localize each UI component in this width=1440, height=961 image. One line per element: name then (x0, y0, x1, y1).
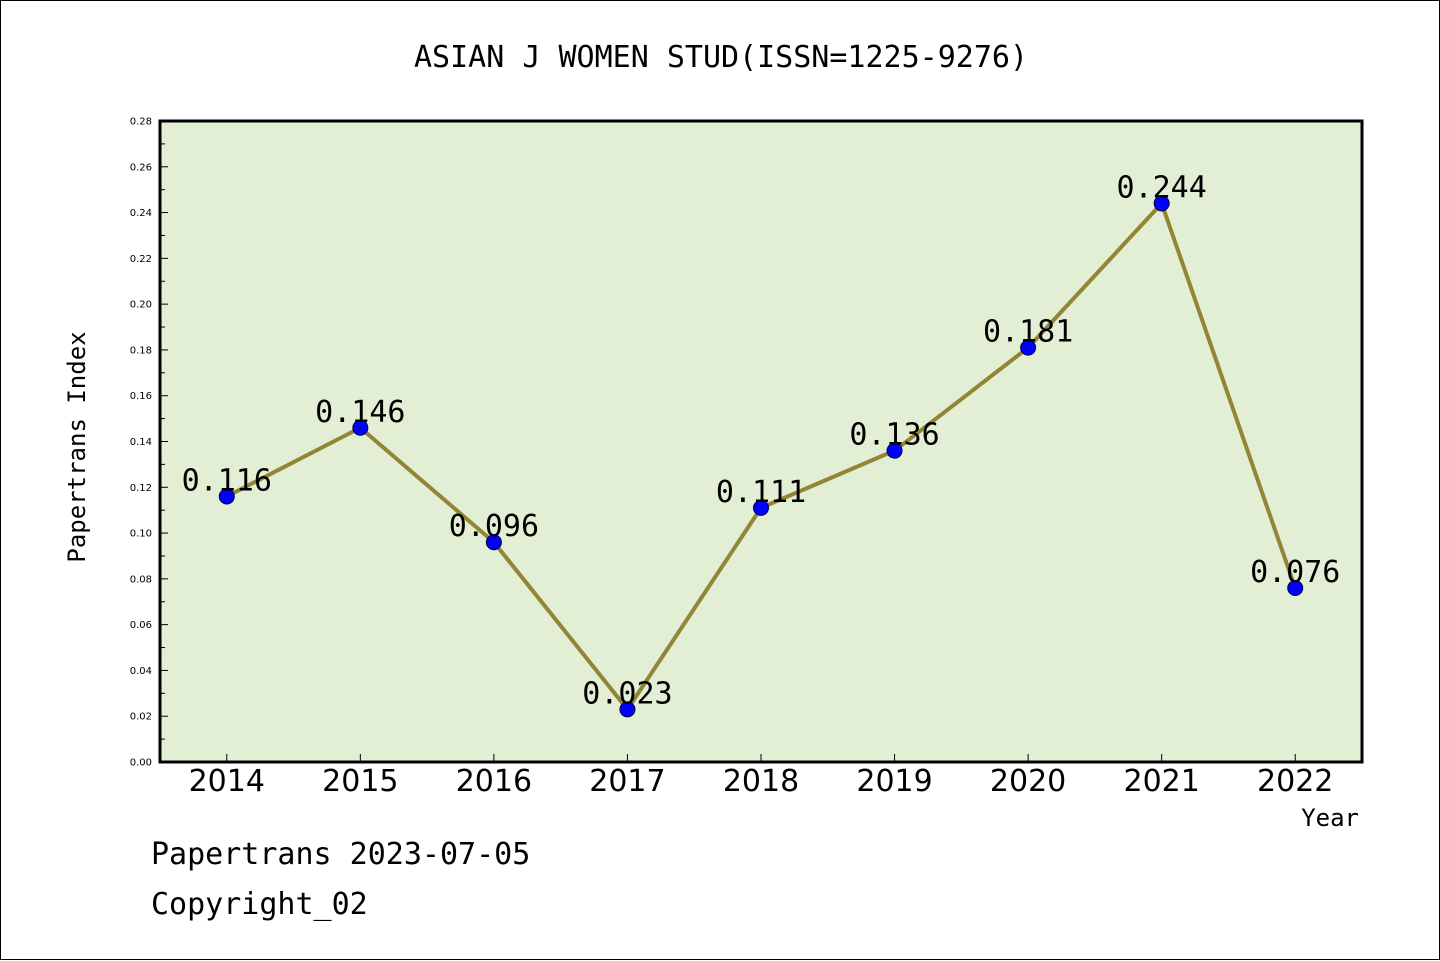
x-tick-label: 2021 (1123, 764, 1199, 799)
y-axis-label: Papertrans Index (63, 331, 91, 562)
x-tick-label: 2018 (723, 764, 799, 799)
x-tick-label: 2020 (990, 764, 1066, 799)
chart-title: ASIAN J WOMEN STUD(ISSN=1225-9276) (414, 40, 1028, 75)
data-point (619, 701, 636, 718)
data-label: 0.111 (716, 475, 806, 510)
x-axis: 2014 2015 2016 2017 2018 2019 2020 2021 2022 (189, 754, 1333, 799)
data-label: 0.076 (1250, 555, 1340, 590)
data-label: 0.146 (315, 395, 405, 430)
x-tick-label: 2015 (322, 764, 398, 799)
y-tick-label: 0.14 (130, 437, 152, 448)
data-point (1153, 195, 1170, 212)
footer-copyright: Copyright_02 (151, 887, 368, 922)
data-point (352, 419, 369, 436)
data-label: 0.116 (182, 463, 272, 498)
y-tick-label: 0.18 (130, 345, 152, 356)
x-tick-label: 2022 (1257, 764, 1333, 799)
data-label: 0.244 (1117, 170, 1207, 205)
x-tick-label: 2014 (189, 764, 265, 799)
footer-date: Papertrans 2023-07-05 (151, 837, 530, 872)
data-point (485, 534, 502, 551)
data-point (1287, 580, 1304, 597)
y-tick-label: 0.10 (130, 529, 152, 540)
x-tick-label: 2016 (456, 764, 532, 799)
data-point (753, 499, 769, 516)
y-tick-label: 0.24 (130, 208, 152, 219)
y-tick-label: 0.26 (130, 162, 152, 173)
y-tick-label: 0.04 (130, 666, 152, 677)
y-tick-label: 0.20 (130, 300, 152, 311)
y-tick-label: 0.02 (130, 712, 152, 723)
data-label: 0.096 (449, 509, 539, 544)
y-tick-label: 0.22 (130, 254, 152, 265)
data-label: 0.023 (582, 676, 672, 711)
data-label: 0.181 (983, 315, 1073, 350)
data-point (886, 442, 903, 459)
series-group: 0.116 0.146 0.096 0.023 0.111 0.136 0.181 0.244… (182, 170, 1340, 718)
y-tick-label: 0.12 (130, 483, 152, 494)
x-tick-label: 2017 (589, 764, 665, 799)
data-label: 0.136 (849, 418, 939, 453)
y-tick-label: 0.00 (130, 758, 152, 769)
y-axis: 0.00 0.02 0.04 0.06 0.08 0.10 0.12 0.14 0.16 0.18… (130, 117, 168, 769)
x-tick-label: 2019 (856, 764, 932, 799)
x-axis-label: Year (1301, 804, 1359, 832)
y-tick-label: 0.16 (130, 391, 152, 402)
y-tick-label: 0.28 (130, 117, 152, 128)
data-point (1020, 339, 1037, 356)
y-tick-label: 0.06 (130, 620, 152, 631)
data-point (218, 488, 235, 505)
y-tick-label: 0.08 (130, 574, 152, 585)
plot-area (158, 119, 1364, 764)
